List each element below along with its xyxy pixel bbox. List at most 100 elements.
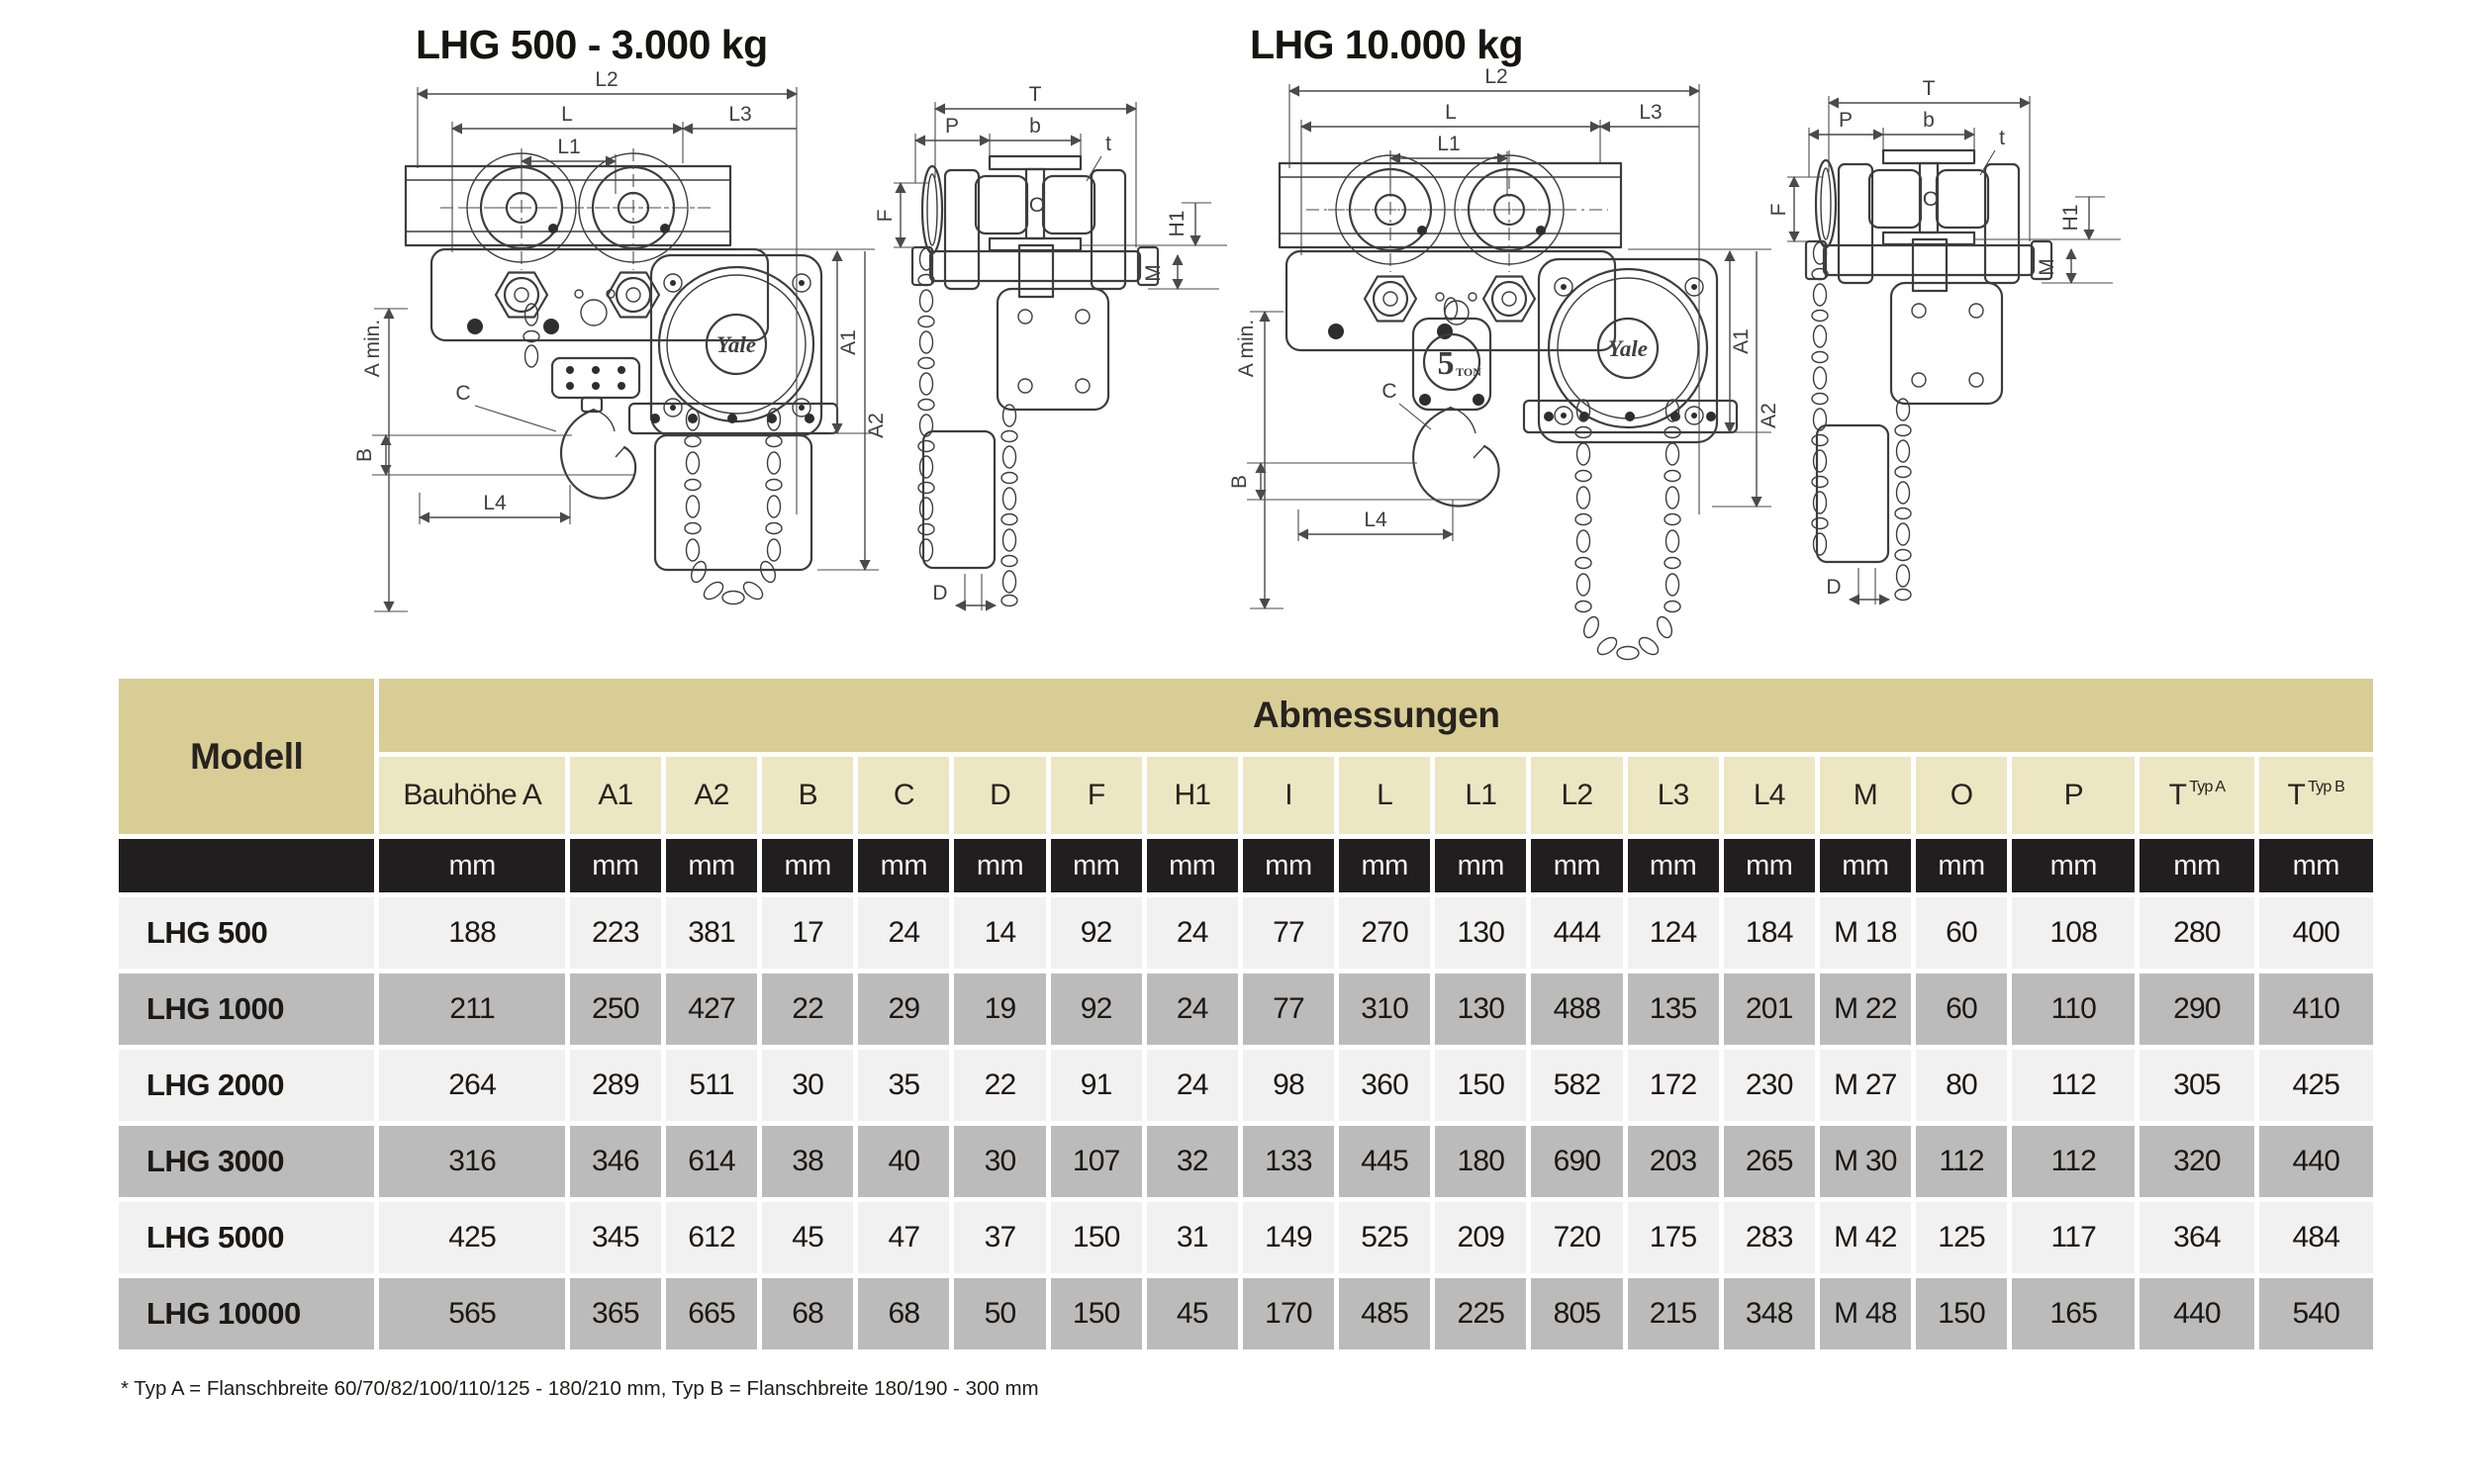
value-cell: 112	[1915, 1126, 2008, 1197]
value-cell: 92	[1050, 974, 1142, 1045]
hand-chain-side	[917, 247, 935, 562]
column-header-d: D	[954, 757, 1046, 834]
value-cell: 540	[2258, 1278, 2373, 1349]
value-cell: 488	[1531, 974, 1623, 1045]
column-header-t-typ-a: T Typ A	[2140, 757, 2254, 834]
unit-cell: mm	[665, 839, 758, 892]
value-cell: 612	[665, 1202, 758, 1273]
dim-label-l4: L4	[483, 492, 507, 514]
value-cell: 283	[1723, 1202, 1815, 1273]
column-header-l2: L2	[1531, 757, 1623, 834]
dim-label-b-flange: b	[1029, 115, 1041, 138]
value-cell: 188	[379, 897, 565, 969]
value-cell: 150	[1435, 1050, 1527, 1121]
value-cell: 525	[1339, 1202, 1431, 1273]
column-header-o: O	[1915, 757, 2008, 834]
unit-cell: mm	[1146, 839, 1238, 892]
dim-label-t-small: t	[1105, 133, 1111, 155]
value-cell: 364	[2140, 1202, 2254, 1273]
value-cell: 17	[762, 897, 854, 969]
value-cell: 19	[954, 974, 1046, 1045]
table-row-lhg-2000: LHG 2000 264 289 511 30 35 22 91 24 98 360 150 582 17…	[119, 1050, 2373, 1121]
unit-cell: mm	[954, 839, 1046, 892]
value-cell: 30	[954, 1126, 1046, 1197]
dim-label-t: T	[1029, 83, 1042, 106]
dim-label-a1: A1	[837, 329, 860, 355]
value-cell: 215	[1627, 1278, 1719, 1349]
dim-label-h1: H1	[1166, 211, 1189, 237]
value-cell: 485	[1339, 1278, 1431, 1349]
table-row-lhg-5000: LHG 5000 425 345 612 45 47 37 150 31 149 525 209 720…	[119, 1202, 2373, 1273]
value-cell: 280	[2140, 897, 2254, 969]
unit-cell: mm	[1915, 839, 2008, 892]
unit-cell: mm	[1723, 839, 1815, 892]
dim-label-o: O	[1029, 194, 1045, 217]
unit-cell: mm	[2012, 839, 2136, 892]
value-cell: 230	[1723, 1050, 1815, 1121]
value-cell: 112	[2012, 1050, 2136, 1121]
value-cell: 425	[379, 1202, 565, 1273]
dimensions-group-header: Abmessungen	[379, 679, 2373, 752]
unit-cell: mm	[1435, 839, 1527, 892]
value-cell: 130	[1435, 897, 1527, 969]
column-header-l1: L1	[1435, 757, 1527, 834]
side-view-diagram: T P b t	[874, 83, 1227, 611]
value-cell: 24	[858, 897, 950, 969]
value-cell: 24	[1146, 974, 1238, 1045]
value-cell: 225	[1435, 1278, 1527, 1349]
value-cell: 22	[954, 1050, 1046, 1121]
dim-label-l3: L3	[1639, 101, 1662, 124]
value-cell: M 42	[1819, 1202, 1911, 1273]
dim-label-l: L	[1445, 101, 1457, 124]
value-cell: 150	[1915, 1278, 2008, 1349]
value-cell: 565	[379, 1278, 565, 1349]
value-cell: 614	[665, 1126, 758, 1197]
value-cell: 209	[1435, 1202, 1527, 1273]
axle-nut	[1481, 275, 1537, 323]
value-cell: 289	[569, 1050, 661, 1121]
column-header-c: C	[858, 757, 950, 834]
value-cell: M 27	[1819, 1050, 1911, 1121]
dim-label-m: M	[1142, 264, 1165, 282]
column-header-t-typ-b: T Typ B	[2258, 757, 2373, 834]
model-cell: LHG 500	[119, 897, 375, 969]
value-cell: 124	[1627, 897, 1719, 969]
value-cell: 270	[1339, 897, 1431, 969]
value-cell: 38	[762, 1126, 854, 1197]
unit-cell: mm	[1242, 839, 1335, 892]
value-cell: 60	[1915, 897, 2008, 969]
unit-cell: mm	[1819, 839, 1911, 892]
value-cell: 24	[1146, 1050, 1238, 1121]
column-header-b: B	[762, 757, 854, 834]
value-cell: 720	[1531, 1202, 1623, 1273]
trolley-wheel	[1326, 148, 1455, 274]
column-header-h1: H1	[1146, 757, 1238, 834]
value-cell: 149	[1242, 1202, 1335, 1273]
value-cell: 484	[2258, 1202, 2373, 1273]
value-cell: 365	[569, 1278, 661, 1349]
housing-screws	[1554, 277, 1704, 425]
diagram-title-left: LHG 500 - 3.000 kg	[416, 22, 768, 67]
value-cell: 92	[1050, 897, 1142, 969]
load-chain-falls	[1574, 399, 1681, 661]
yale-logo-badge	[705, 313, 768, 376]
value-cell: 133	[1242, 1126, 1335, 1197]
value-cell: 29	[858, 974, 950, 1045]
unit-cell: mm	[379, 839, 565, 892]
value-cell: 47	[858, 1202, 950, 1273]
dim-label-l2: L2	[595, 68, 618, 91]
value-cell: 22	[762, 974, 854, 1045]
value-cell: 427	[665, 974, 758, 1045]
value-cell: 80	[1915, 1050, 2008, 1121]
axle-nut	[1363, 275, 1418, 323]
value-cell: 170	[1242, 1278, 1335, 1349]
column-header-p: P	[2012, 757, 2136, 834]
value-cell: 150	[1050, 1278, 1142, 1349]
value-cell: 172	[1627, 1050, 1719, 1121]
yale-logo-text: Yale	[1608, 336, 1648, 361]
dim-label-b: B	[1228, 475, 1251, 489]
value-cell: 50	[954, 1278, 1046, 1349]
value-cell: 35	[858, 1050, 950, 1121]
value-cell: 112	[2012, 1126, 2136, 1197]
